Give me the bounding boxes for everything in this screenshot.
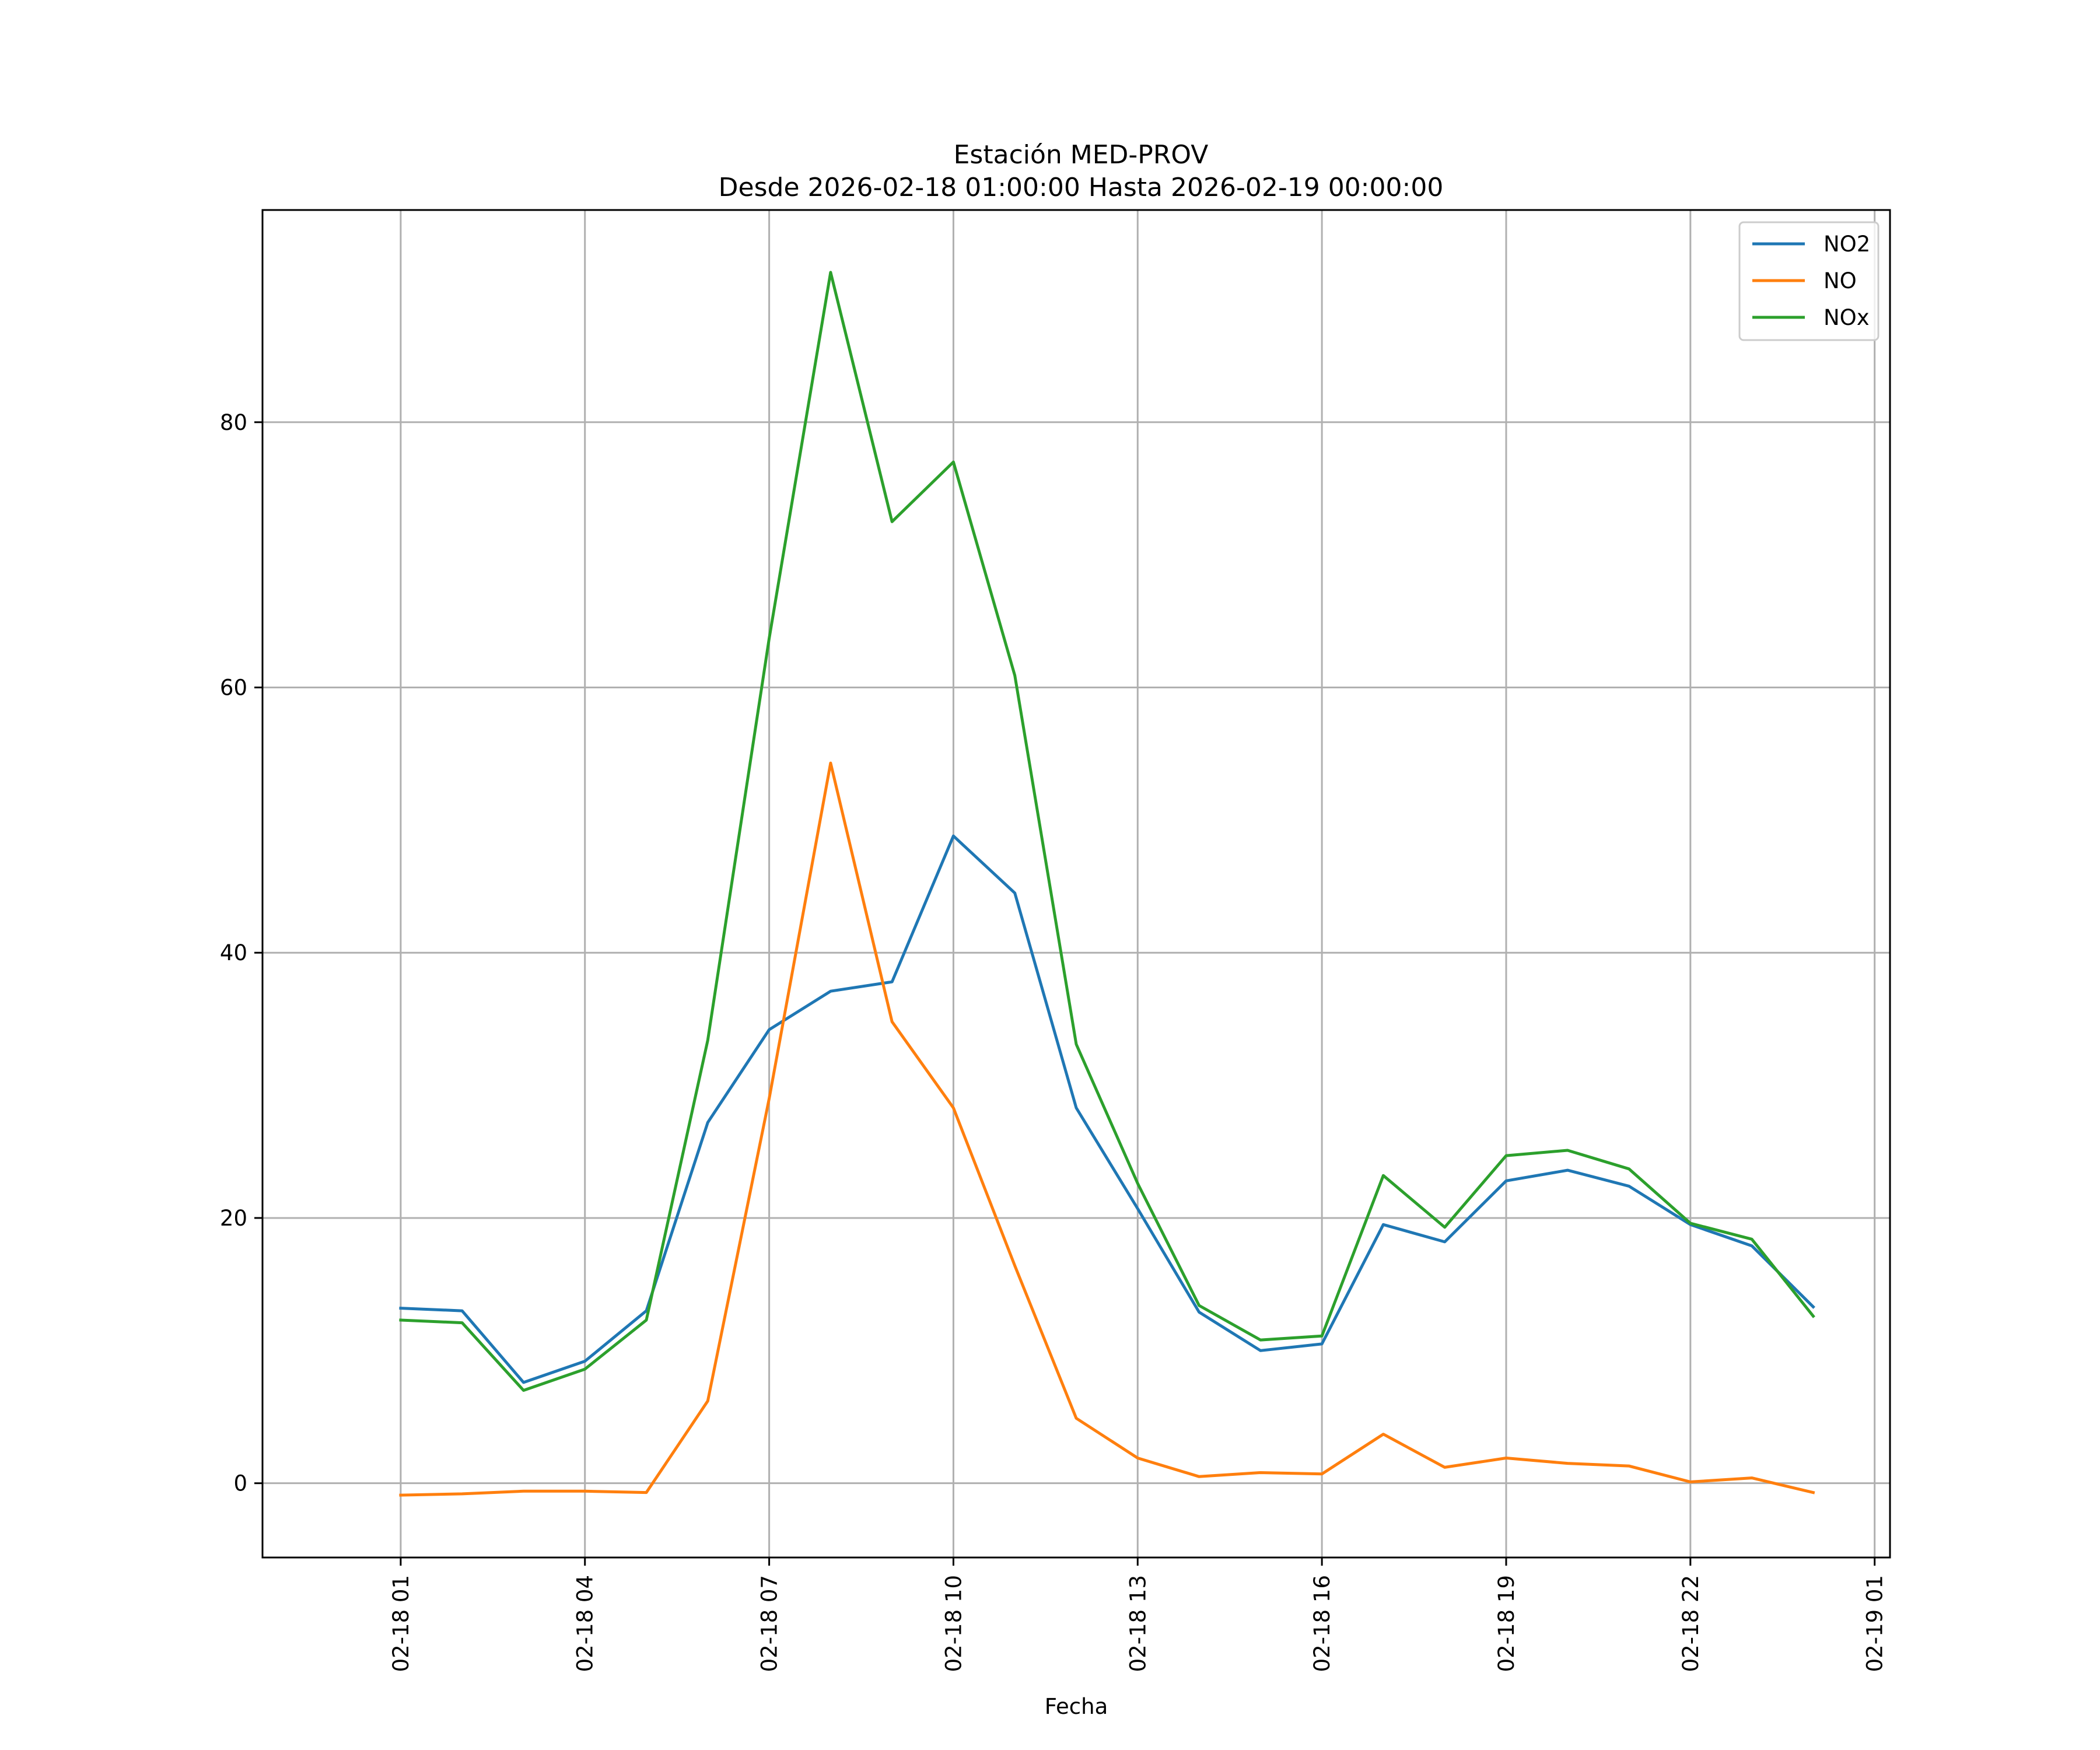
legend-label-no: NO — [1824, 268, 1857, 293]
y-tick-label: 20 — [220, 1206, 247, 1231]
chart-subtitle: Desde 2026-02-18 01:00:00 Hasta 2026-02-… — [719, 173, 1444, 202]
series-line-nox — [399, 271, 1815, 1392]
grid — [262, 210, 1890, 1558]
legend-box — [1738, 221, 1880, 341]
y-tick-label: 0 — [233, 1471, 247, 1496]
x-tick-label: 02-18 19 — [1494, 1575, 1519, 1672]
x-tick-label: 02-18 10 — [941, 1575, 966, 1672]
legend: NO2 NO NOx — [1738, 221, 1880, 341]
x-tick-label: 02-18 04 — [573, 1575, 598, 1672]
legend-label-nox: NOx — [1824, 305, 1870, 330]
chart-title: Estación MED-PROV — [954, 140, 1209, 170]
series-lines — [399, 271, 1815, 1497]
x-axis-label: Fecha — [1045, 1694, 1108, 1719]
series-line-no2 — [399, 834, 1815, 1384]
x-tick-label: 02-18 07 — [757, 1575, 782, 1672]
y-tick-label: 80 — [220, 410, 247, 435]
y-axis-ticks: 0 20 40 60 80 — [220, 410, 262, 1496]
x-axis-ticks: 02-18 01 02-18 04 02-18 07 02-18 10 02-18 13… — [388, 1558, 1888, 1672]
x-tick-label: 02-18 16 — [1310, 1575, 1335, 1672]
x-tick-label: 02-18 22 — [1678, 1575, 1703, 1672]
plot-frame — [261, 209, 1891, 1559]
legend-label-no2: NO2 — [1824, 232, 1870, 257]
y-tick-label: 40 — [220, 940, 247, 965]
x-tick-label: 02-19 01 — [1863, 1575, 1888, 1672]
x-tick-label: 02-18 13 — [1125, 1575, 1150, 1672]
y-tick-label: 60 — [220, 676, 247, 701]
series-line-no — [399, 761, 1815, 1497]
x-tick-label: 02-18 01 — [388, 1575, 414, 1672]
